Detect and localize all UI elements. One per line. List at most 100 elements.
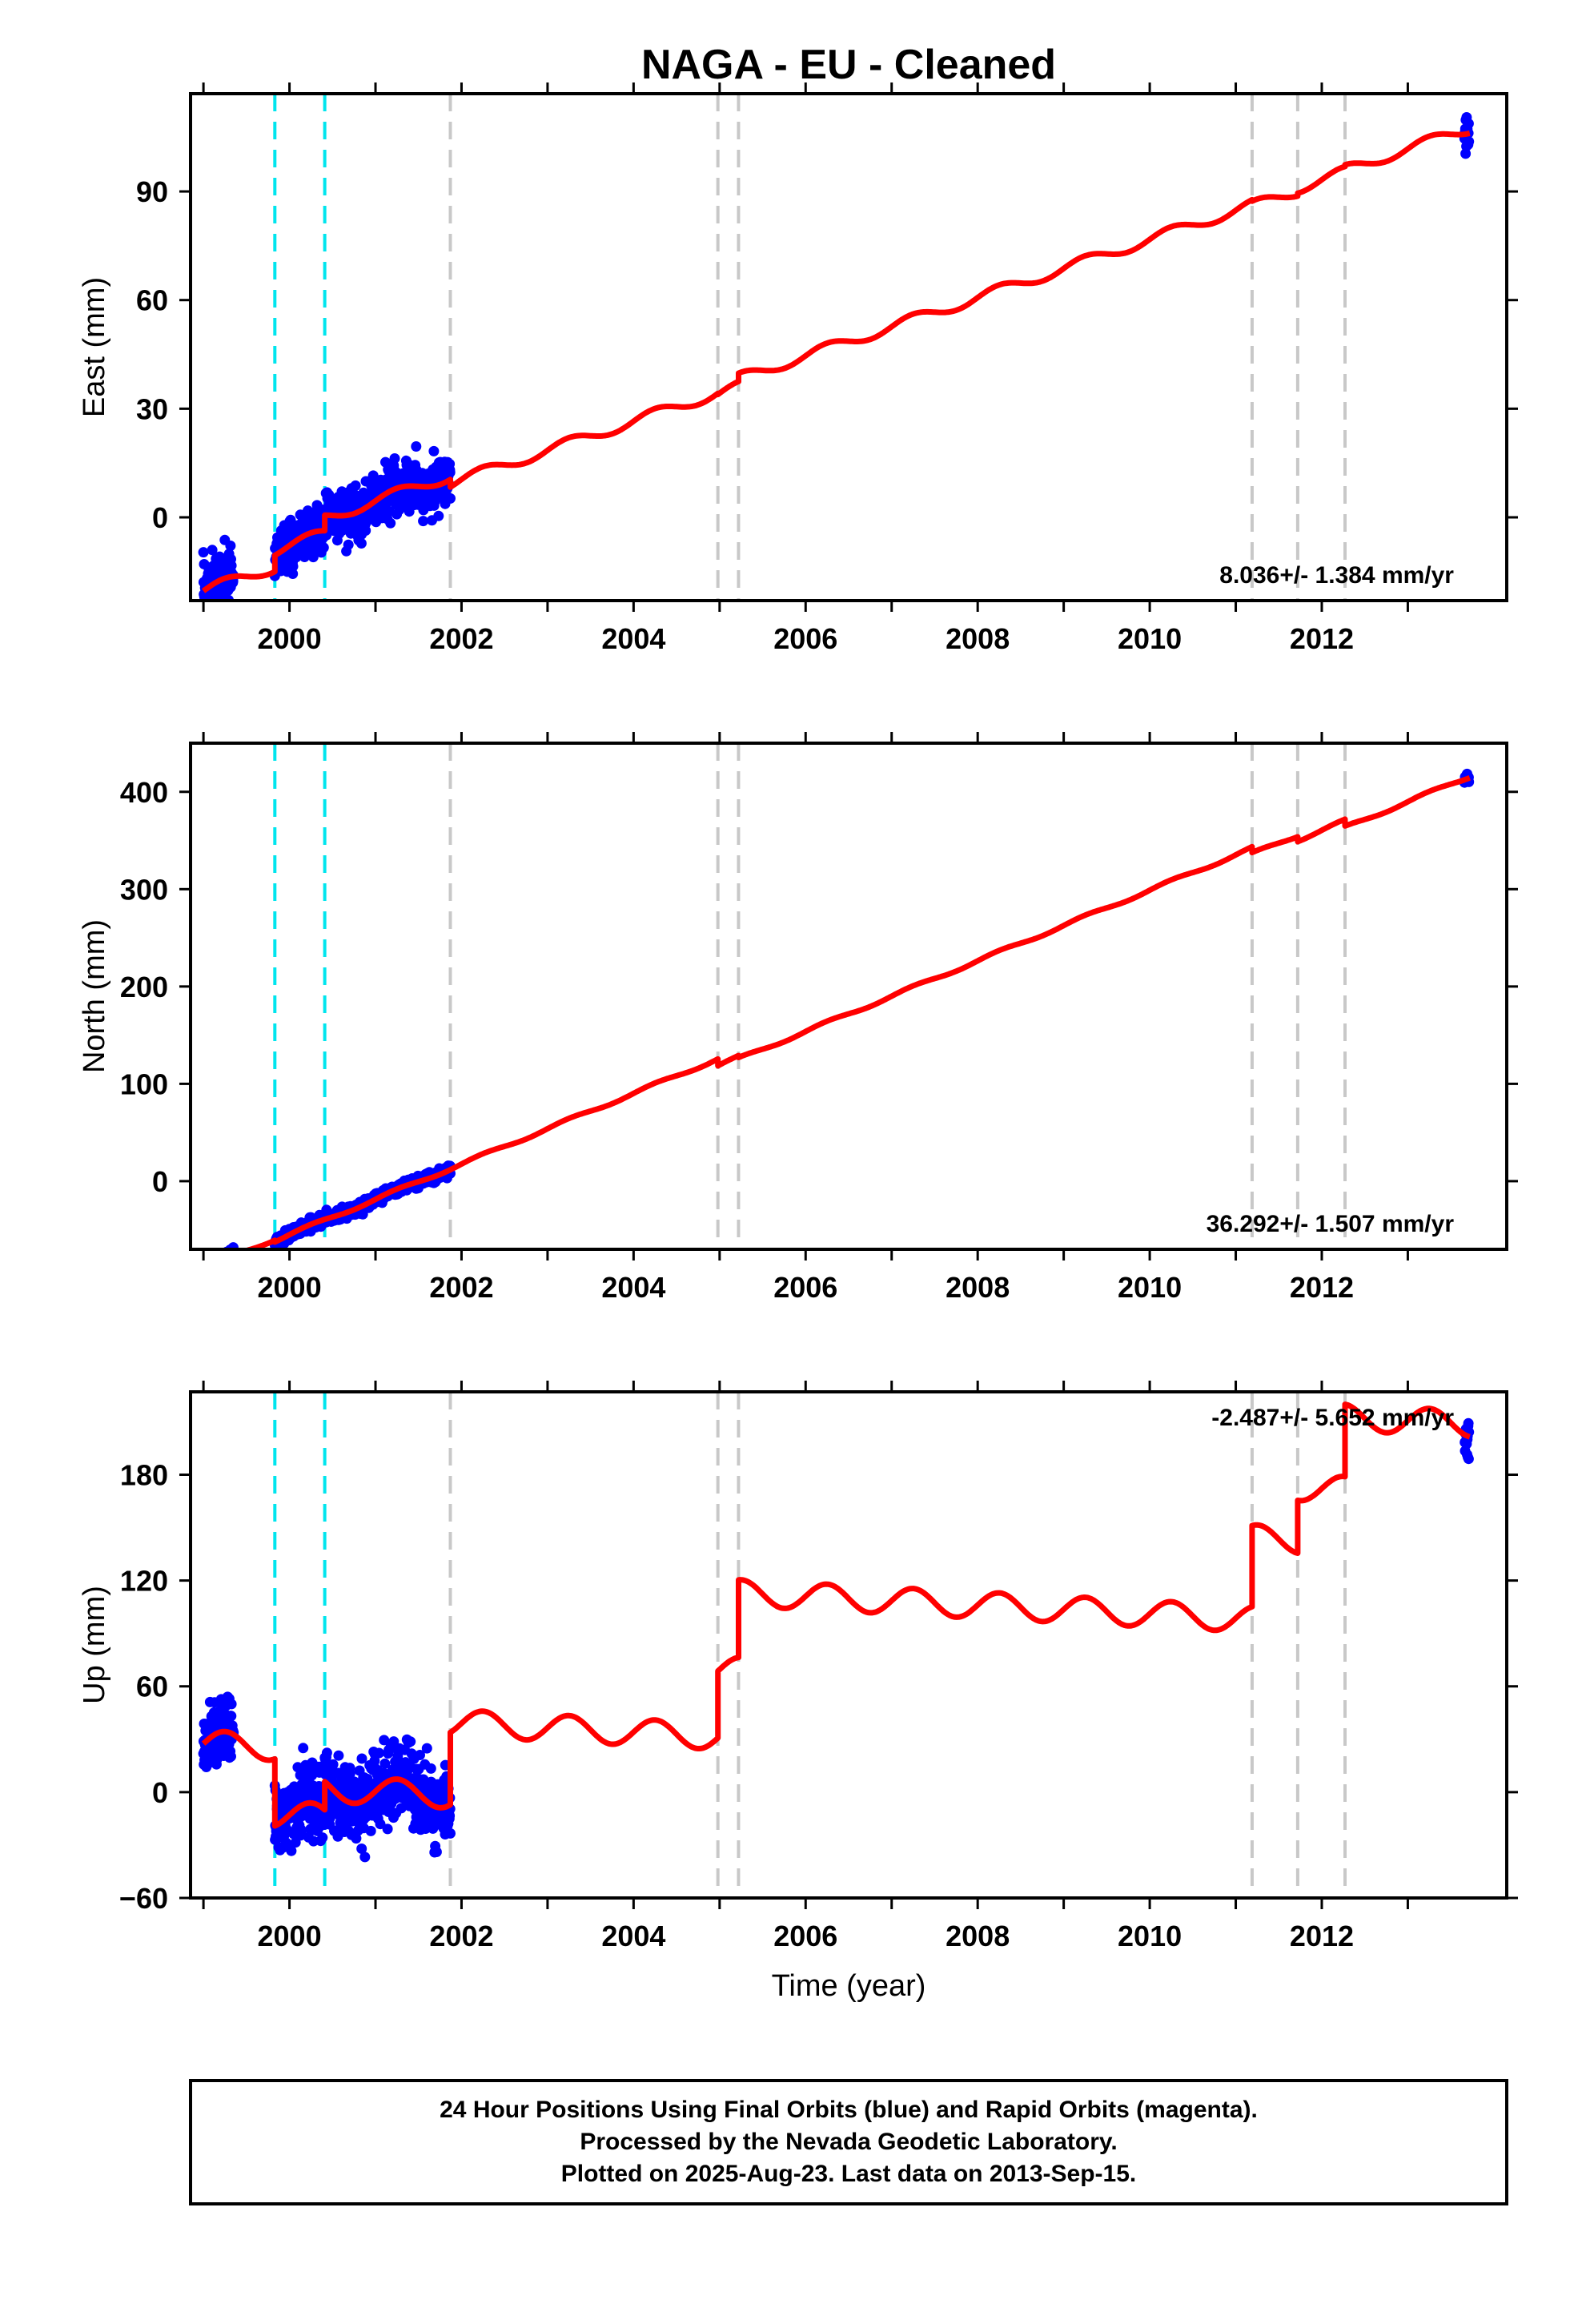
data-point [223,1252,234,1262]
data-point [214,1261,224,1271]
data-point [208,1261,219,1271]
data-point [1463,1417,1474,1429]
footer-box: 24 Hour Positions Using Final Orbits (bl… [189,2079,1508,2205]
data-point [207,545,218,556]
data-point [344,1768,355,1779]
data-point [428,445,440,456]
data-point [205,1263,215,1273]
data-point [211,1261,222,1271]
data-point [208,1252,219,1263]
data-point [203,1261,213,1271]
data-point [226,1751,236,1762]
panels: 2000 2002 2004 2006 2008 2010 20120306090East … [78,82,1518,1952]
data-point [207,1257,218,1268]
model-line [241,775,1472,1249]
data-point [224,1253,235,1264]
data-point [217,1252,227,1263]
x-tick-label: 2008 [946,1920,1010,1952]
data-point [212,1255,223,1265]
data-point [211,1258,222,1269]
data-point [379,1758,391,1769]
data-point [318,542,329,553]
data-point [382,1823,393,1835]
data-point [210,1254,220,1265]
data-point [202,1265,212,1276]
data-point [225,541,236,551]
data-point [220,1252,231,1262]
model-line [201,130,1472,593]
data-point [425,1763,436,1774]
plot-area [198,1392,1475,1898]
x-tick-label: 2004 [601,622,665,655]
data-point [220,1250,231,1261]
chart-title: NAGA - EU - Cleaned [641,42,1056,88]
data-point [298,1743,309,1754]
data-point [223,1249,233,1260]
panel-frame [189,92,1508,602]
data-point [219,1252,229,1263]
x-tick-label: 2000 [258,622,322,655]
data-point [212,1261,223,1271]
y-axis-label: Up (mm) [78,1586,111,1704]
data-point [204,1262,215,1273]
data-point [206,1256,216,1267]
data-point [221,1256,231,1266]
data-point [227,1253,237,1264]
data-point [213,1252,223,1262]
data-point [212,1258,223,1269]
footer-line-orbits: 24 Hour Positions Using Final Orbits (bl… [440,2097,1258,2123]
data-point [216,1257,227,1268]
data-point [215,1253,225,1264]
data-point [205,1261,215,1271]
rate-label: -2.487+/- 5.652 mm/yr [1211,1405,1454,1431]
data-point [351,1833,362,1844]
data-point [227,1242,239,1249]
data-point [223,1253,233,1264]
model-line [201,1401,1472,1829]
x-tick-label: 2002 [429,1920,493,1952]
data-point [226,1711,237,1722]
data-point [228,1250,239,1261]
data-point [205,1257,215,1268]
x-tick-label: 2010 [1118,622,1182,655]
plot-area [198,94,1475,623]
data-point [209,1256,219,1266]
data-point [221,1254,231,1265]
data-point [222,1250,232,1261]
data-point [223,1253,234,1264]
data-point [200,1263,211,1273]
data-point [199,1262,210,1273]
data-point [215,1256,226,1266]
data-point [226,1699,237,1710]
x-tick-label: 2004 [601,1920,665,1952]
data-point [207,1260,217,1270]
data-point [350,480,361,491]
data-point [203,1262,214,1273]
y-tick-label: 30 [136,392,168,425]
data-point [202,1262,212,1273]
data-point [405,1736,416,1747]
data-point [222,1251,232,1261]
data-point [201,1266,211,1277]
data-point [356,1753,367,1764]
data-point [203,1261,213,1272]
x-tick-label: 2002 [429,1271,493,1304]
data-point [360,525,371,536]
data-point [199,613,210,623]
plot-area [199,743,1475,1279]
data-point [359,1852,371,1863]
data-point [379,1735,390,1746]
y-axis-label: North (mm) [78,919,111,1073]
x-axis-label: Time (year) [772,1969,926,2003]
data-point [199,1269,209,1279]
data-point [213,1252,223,1262]
data-point [223,1252,233,1262]
data-point [219,1253,230,1264]
data-point [219,1251,229,1261]
x-tick-label: 2008 [946,622,1010,655]
x-tick-label: 2010 [1118,1920,1182,1952]
y-tick-label: 200 [120,971,168,1003]
data-point [415,1750,425,1760]
data-point [210,1261,220,1271]
data-point [317,1832,328,1844]
